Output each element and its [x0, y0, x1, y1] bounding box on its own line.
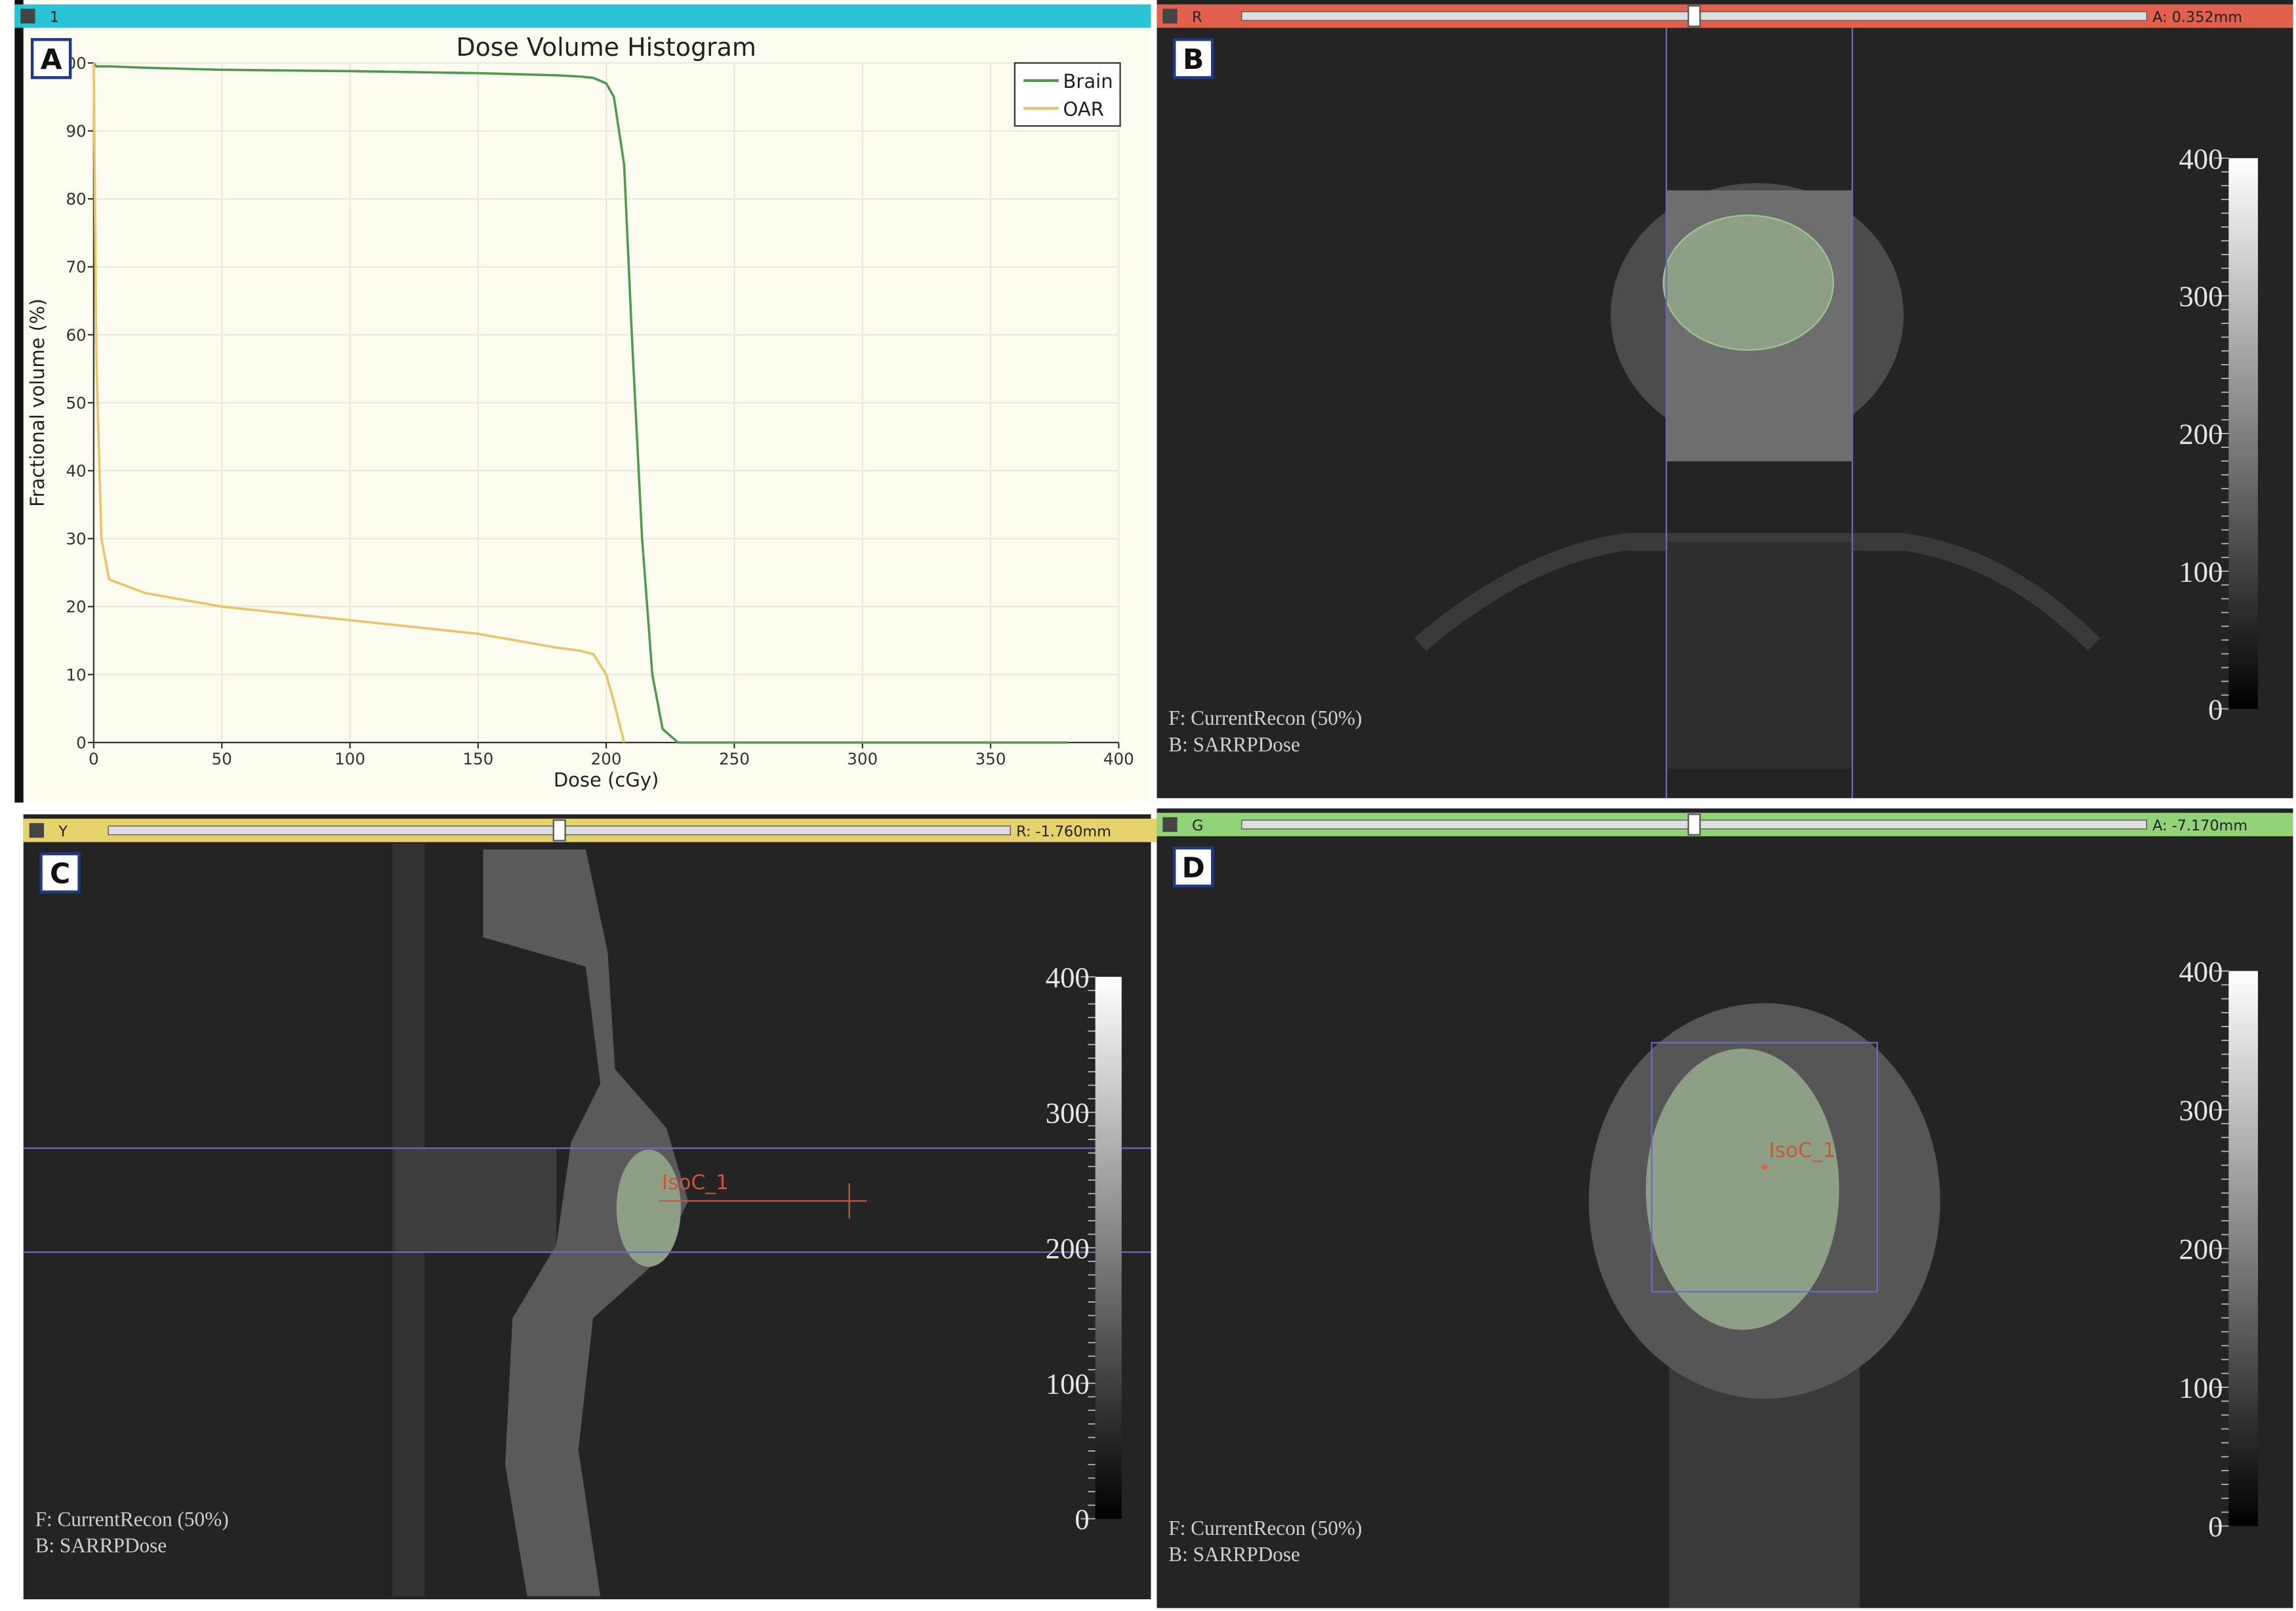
y-tick-label: 40 — [66, 462, 86, 481]
y-tick-label: 90 — [66, 122, 86, 141]
pin-button[interactable] — [1162, 817, 1178, 832]
pin-button[interactable] — [1162, 9, 1178, 24]
panel-label-box — [39, 852, 81, 893]
y-tick-label: 60 — [66, 325, 86, 344]
corner-annotation: B: SARRPDose — [35, 1534, 167, 1557]
y-tick-label: 70 — [66, 258, 86, 277]
color-bar-label: 100 — [2179, 1372, 2223, 1404]
color-bar — [2228, 971, 2258, 1526]
x-tick-label: 350 — [975, 749, 1006, 768]
corner-annotation: F: CurrentRecon (50%) — [1168, 1517, 1362, 1540]
legend-label: OAR — [1063, 98, 1104, 120]
color-bar-label: 0 — [1075, 1503, 1089, 1536]
y-tick-label: 80 — [66, 190, 86, 209]
color-bar-label: 100 — [1046, 1367, 1090, 1400]
y-tick-label: 50 — [66, 394, 86, 413]
panel-label: C — [50, 858, 70, 890]
x-axis-label: Dose (cGy) — [554, 769, 659, 791]
y-tick-label: 20 — [66, 598, 86, 617]
legend-label: Brain — [1063, 70, 1113, 92]
fiducial-label: IsoC_1 — [1769, 1139, 1835, 1162]
slice-offset: A: -7.170mm — [2152, 817, 2247, 834]
x-tick-label: 200 — [591, 749, 622, 768]
panel-label-box — [30, 38, 72, 79]
x-tick-label: 150 — [462, 749, 493, 768]
panel-label-box — [1172, 846, 1214, 888]
view-name: G — [1192, 817, 1203, 834]
panel-a-edge — [14, 0, 24, 803]
slider-thumb[interactable] — [552, 819, 566, 842]
y-tick-label: 0 — [76, 733, 87, 752]
x-tick-label: 50 — [212, 749, 232, 768]
color-bar-label: 300 — [1046, 1096, 1090, 1129]
y-tick-label: 10 — [66, 665, 86, 684]
view-name: 1 — [50, 9, 59, 26]
x-tick-label: 250 — [719, 749, 750, 768]
color-bar-label: 100 — [2179, 555, 2223, 588]
color-bar-label: 400 — [1046, 961, 1090, 994]
x-tick-label: 0 — [89, 749, 99, 768]
color-bar-label: 0 — [2208, 693, 2223, 725]
chart-title: Dose Volume Histogram — [456, 33, 756, 62]
x-tick-label: 100 — [335, 749, 365, 768]
y-tick-label: 30 — [66, 529, 86, 548]
slice-offset: A: 0.352mm — [2152, 9, 2242, 26]
color-bar-label: 200 — [2179, 418, 2223, 451]
panel-label: D — [1182, 852, 1205, 884]
pin-button[interactable] — [20, 9, 35, 24]
pin-button[interactable] — [29, 823, 44, 838]
slice-offset: R: -1.760mm — [1016, 823, 1111, 840]
scan-d — [1588, 1003, 1940, 1608]
panel-a-bg — [14, 0, 1151, 803]
panel-label: B — [1183, 44, 1204, 76]
series-line — [92, 62, 1068, 744]
panel-label-box — [1172, 38, 1214, 79]
slider-thumb[interactable] — [1687, 813, 1701, 836]
color-bar — [1095, 977, 1122, 1519]
color-bar-label: 200 — [1046, 1232, 1090, 1265]
color-bar-label: 400 — [2179, 142, 2223, 175]
scan-b — [1414, 26, 2101, 798]
view-name: R — [1192, 9, 1202, 26]
slider-thumb[interactable] — [1687, 5, 1701, 28]
color-bar-label: 300 — [2179, 1093, 2223, 1126]
corner-annotation: B: SARRPDose — [1168, 1543, 1300, 1566]
corner-annotation: F: CurrentRecon (50%) — [1168, 706, 1362, 729]
view-name: Y — [58, 823, 68, 840]
divider — [1151, 0, 1157, 1611]
color-bar-label: 0 — [2208, 1510, 2223, 1543]
y-axis-label: Fractional volume (%) — [26, 298, 49, 507]
x-tick-label: 300 — [847, 749, 878, 768]
color-bar — [2228, 158, 2258, 709]
fiducial-label: IsoC_1 — [662, 1171, 729, 1194]
color-bar-label: 400 — [2179, 955, 2223, 988]
panel-label: A — [41, 44, 62, 76]
x-tick-label: 400 — [1103, 749, 1134, 768]
scan-c — [23, 844, 1157, 1597]
corner-annotation: F: CurrentRecon (50%) — [35, 1507, 229, 1530]
series-line — [92, 62, 626, 743]
view-toolbar — [14, 4, 1151, 28]
color-bar-label: 200 — [2179, 1233, 2223, 1265]
corner-annotation: B: SARRPDose — [1168, 733, 1300, 756]
color-bar-label: 300 — [2179, 280, 2223, 313]
legend-box — [1014, 62, 1121, 127]
